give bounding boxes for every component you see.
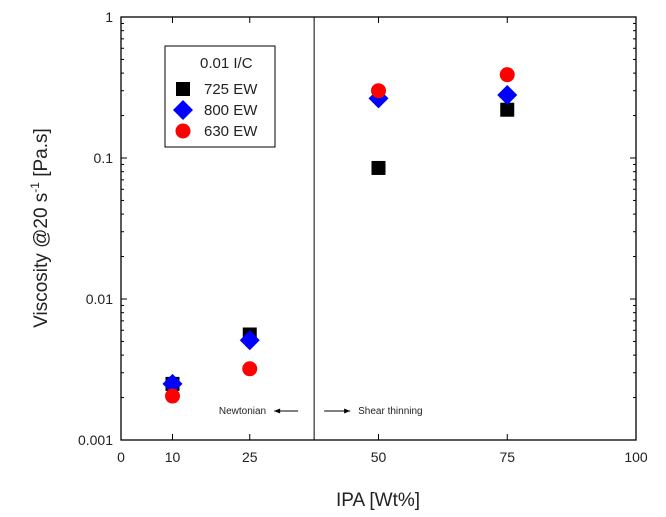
y-axis-title-unit: [Pa.s] bbox=[31, 128, 52, 182]
x-tick-label: 75 bbox=[499, 449, 515, 465]
annotation-shear-thinning: Shear thinning bbox=[358, 406, 423, 417]
series-630-ew bbox=[165, 67, 515, 404]
data-point-725-ew bbox=[371, 160, 386, 175]
data-point-630-ew bbox=[371, 83, 386, 99]
y-axis-title-superscript: -1 bbox=[28, 182, 42, 193]
series-800-ew bbox=[162, 84, 518, 394]
axis-ticks: 0 10 25 50 75 100 0.001 0.01 0.1 1 bbox=[78, 9, 648, 465]
data-point-725-ew bbox=[500, 102, 515, 117]
reference-line-group: Newtonian Shear thinning bbox=[219, 17, 423, 440]
annotation-newtonian: Newtonian bbox=[219, 406, 266, 417]
x-tick-label: 0 bbox=[117, 449, 125, 465]
legend-title: 0.01 I/C bbox=[200, 55, 253, 72]
x-tick-label: 50 bbox=[371, 449, 387, 465]
data-point-800-ew bbox=[497, 84, 518, 105]
x-axis-title: IPA [Wt%] bbox=[336, 490, 420, 511]
data-point-800-ew bbox=[162, 373, 183, 394]
annotation-arrowhead-right bbox=[344, 408, 351, 414]
legend: 0.01 I/C 725 EW 800 EW 630 EW bbox=[164, 45, 276, 148]
y-tick-label: 1 bbox=[105, 9, 113, 25]
y-tick-label: 0.1 bbox=[94, 150, 114, 166]
legend-label-800-ew: 800 EW bbox=[204, 102, 258, 119]
data-point-630-ew bbox=[165, 388, 180, 404]
data-point-630-ew bbox=[242, 361, 258, 377]
legend-label-630-ew: 630 EW bbox=[204, 123, 258, 140]
legend-entries: 725 EW 800 EW 630 EW bbox=[173, 81, 258, 140]
legend-label-725-ew: 725 EW bbox=[204, 81, 258, 98]
y-axis-title-main: Viscosity @20 s bbox=[31, 193, 52, 328]
y-tick-label: 0.001 bbox=[78, 432, 113, 448]
data-point-800-ew bbox=[239, 330, 260, 351]
legend-marker-630-ew bbox=[175, 123, 191, 139]
data-marks bbox=[162, 67, 518, 404]
legend-marker-725-ew bbox=[176, 82, 190, 96]
y-axis-title: Viscosity @20 s-1 [Pa.s] bbox=[28, 128, 52, 328]
data-point-630-ew bbox=[499, 67, 515, 83]
x-tick-label: 100 bbox=[624, 449, 648, 465]
x-tick-label: 25 bbox=[242, 449, 258, 465]
legend-marker-800-ew bbox=[173, 100, 193, 120]
annotation-arrowhead-left bbox=[274, 408, 281, 414]
y-tick-label: 0.01 bbox=[86, 291, 113, 307]
x-tick-label: 10 bbox=[165, 449, 181, 465]
